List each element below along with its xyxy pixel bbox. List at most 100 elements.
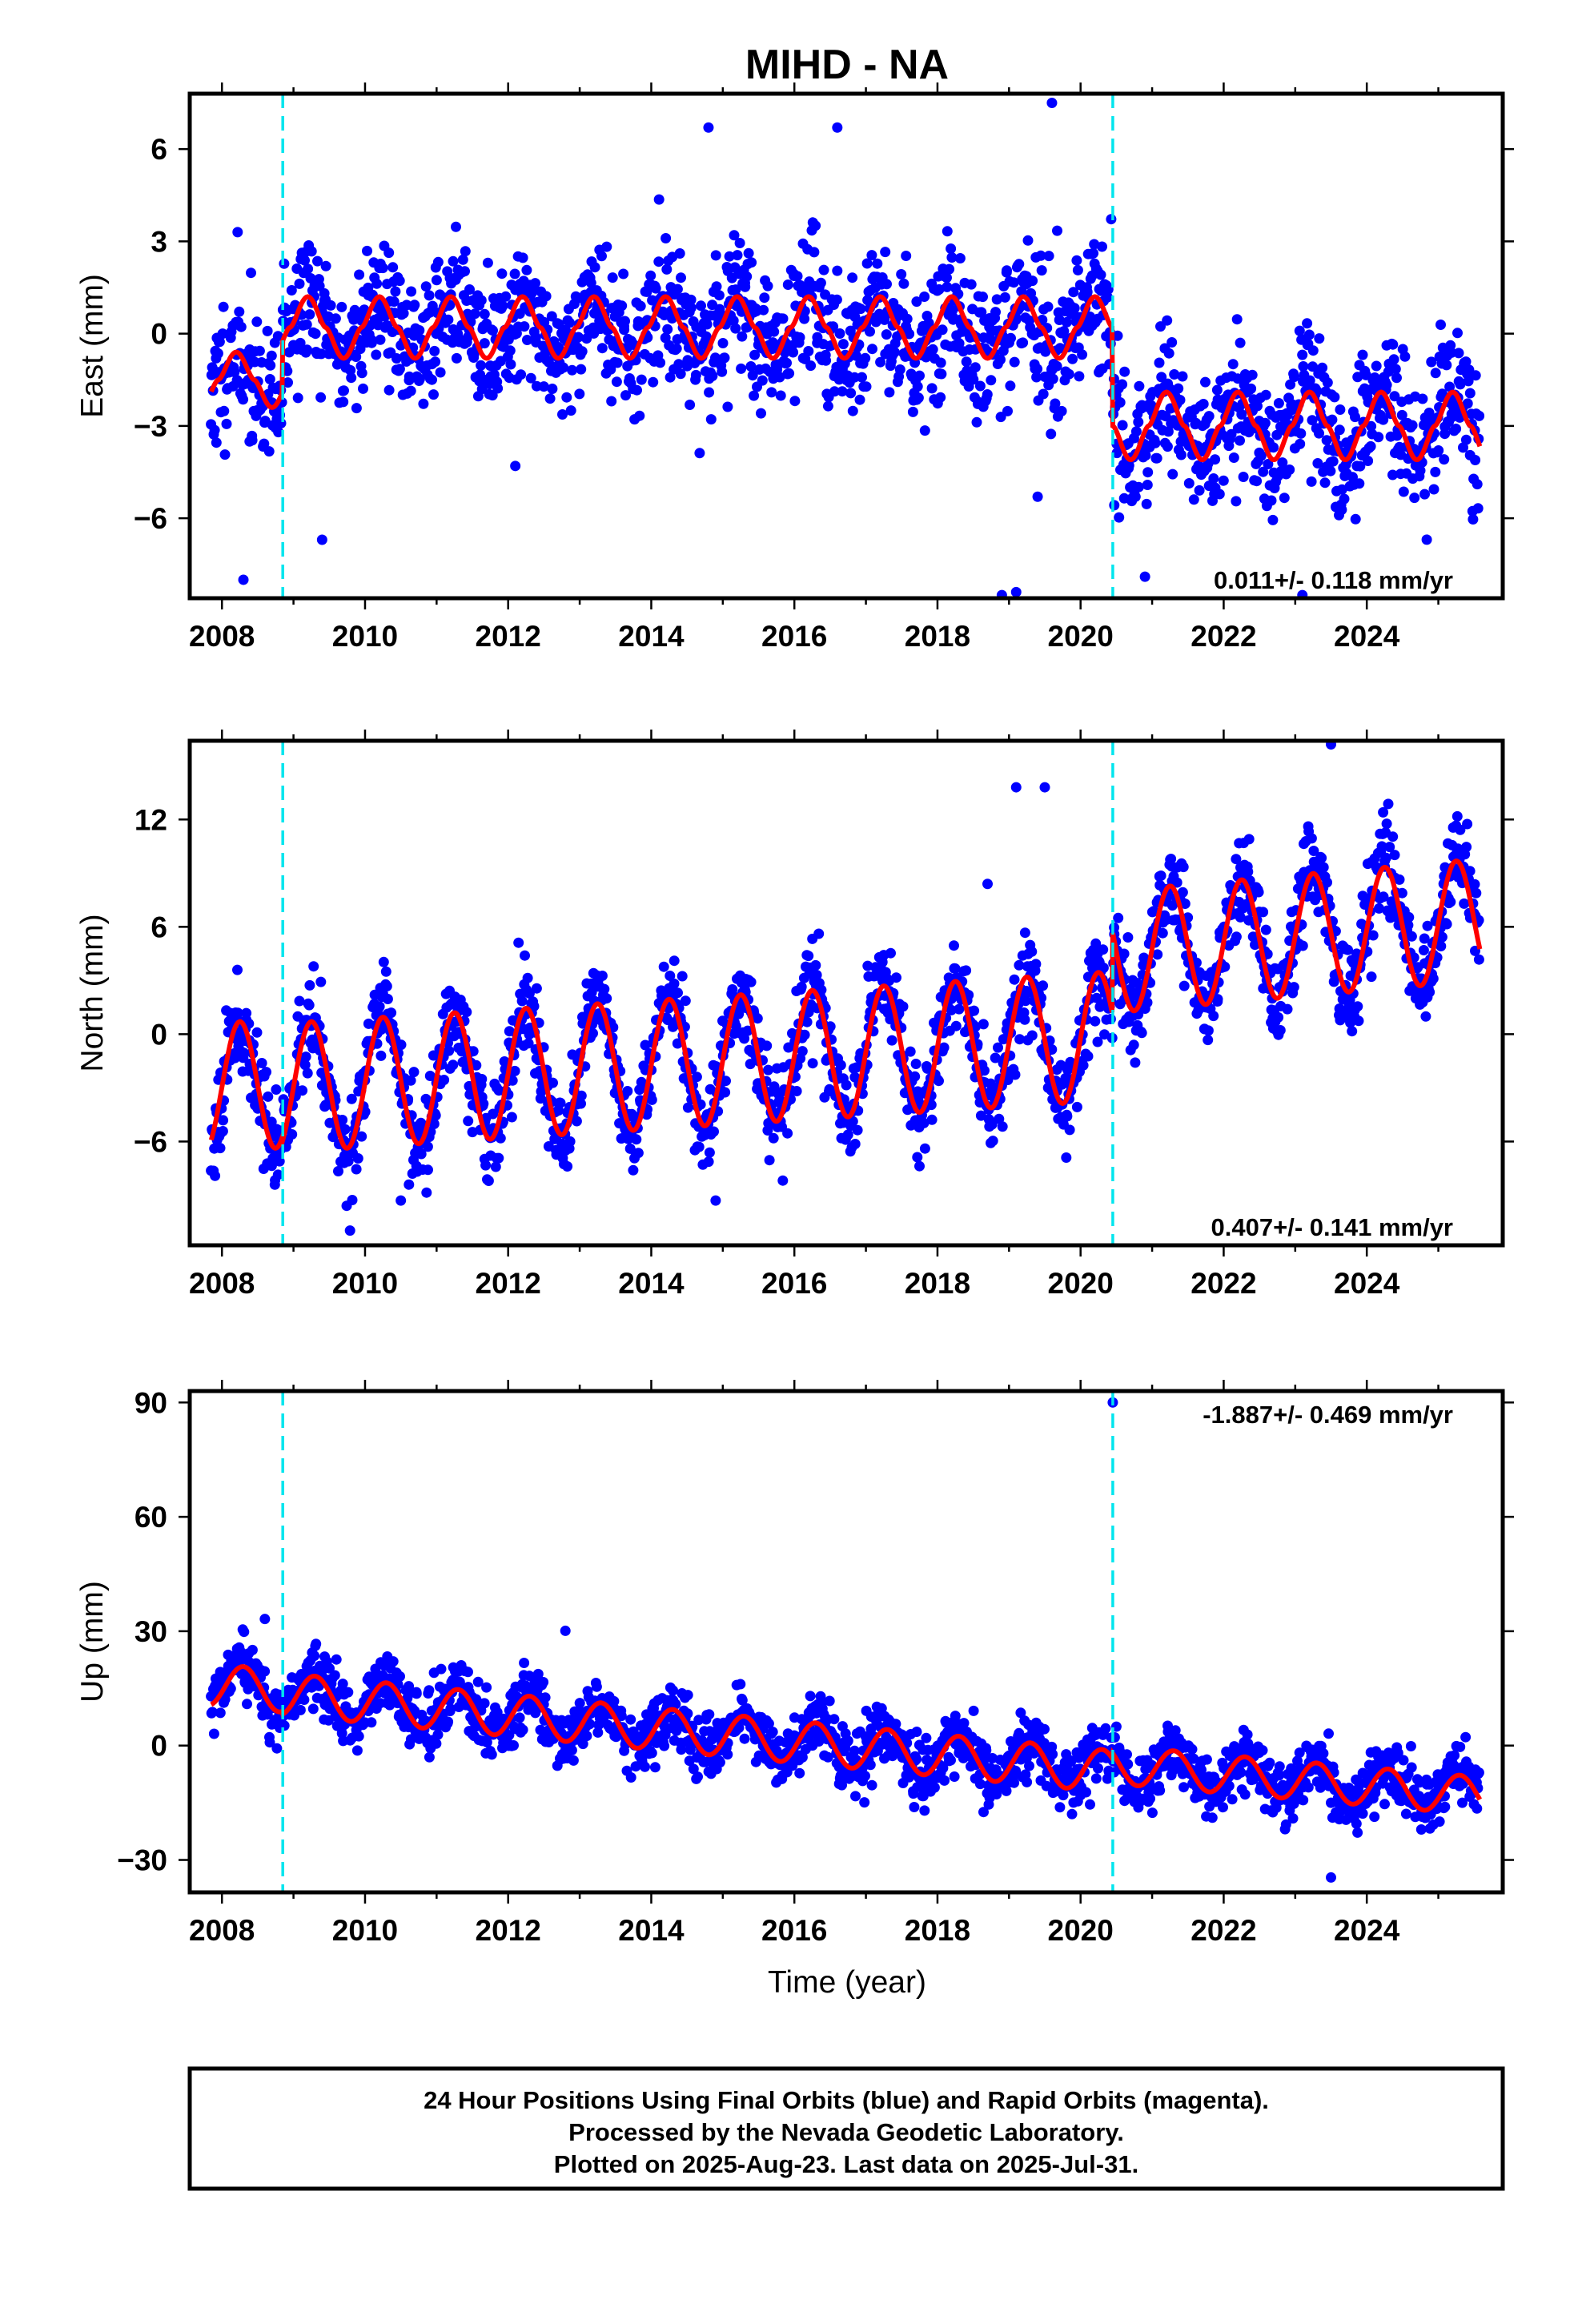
data-point bbox=[861, 381, 872, 392]
data-point bbox=[307, 1703, 319, 1715]
data-point bbox=[1123, 460, 1134, 471]
outlier-point bbox=[238, 574, 249, 585]
data-point bbox=[912, 381, 923, 392]
data-point bbox=[500, 291, 512, 302]
data-point bbox=[942, 226, 953, 237]
data-point bbox=[1072, 264, 1083, 275]
final-orbit-points bbox=[206, 98, 1485, 598]
data-point bbox=[294, 278, 305, 289]
data-point bbox=[934, 283, 945, 295]
data-point bbox=[247, 1644, 258, 1655]
data-point bbox=[351, 352, 362, 362]
data-point bbox=[669, 978, 680, 989]
data-point bbox=[1464, 388, 1476, 399]
data-point bbox=[354, 269, 365, 280]
data-point bbox=[1430, 368, 1441, 379]
data-point bbox=[601, 241, 612, 252]
outlier-point bbox=[1139, 571, 1150, 582]
outlier-point bbox=[1010, 782, 1022, 793]
data-point bbox=[1350, 412, 1360, 423]
data-point bbox=[460, 266, 470, 277]
data-point bbox=[970, 362, 981, 373]
data-point bbox=[229, 367, 240, 378]
data-point bbox=[619, 324, 630, 336]
data-point bbox=[479, 1698, 490, 1709]
data-point bbox=[829, 386, 840, 397]
data-point bbox=[1061, 316, 1072, 328]
data-point bbox=[847, 405, 858, 416]
data-point bbox=[1317, 362, 1328, 373]
data-point bbox=[1023, 987, 1034, 998]
data-point bbox=[1243, 866, 1254, 877]
y-axis-title: East (mm) bbox=[75, 274, 110, 418]
data-point bbox=[366, 337, 377, 348]
data-point bbox=[432, 1729, 444, 1740]
data-point bbox=[781, 357, 792, 368]
data-point bbox=[1174, 395, 1186, 405]
data-point bbox=[653, 256, 665, 267]
data-point bbox=[383, 247, 395, 259]
data-point bbox=[672, 283, 683, 295]
data-point bbox=[813, 928, 825, 939]
data-point bbox=[1303, 329, 1315, 340]
data-point bbox=[271, 1084, 282, 1095]
data-point bbox=[1113, 912, 1124, 923]
data-point bbox=[333, 1166, 343, 1176]
y-tick-label: 6 bbox=[151, 911, 167, 943]
y-tick-label: −6 bbox=[134, 1125, 167, 1158]
data-point bbox=[416, 1148, 427, 1160]
data-point bbox=[894, 364, 905, 375]
data-point bbox=[391, 353, 402, 364]
data-point bbox=[948, 312, 959, 324]
data-point bbox=[1203, 1025, 1214, 1036]
y-tick-label: 3 bbox=[151, 225, 167, 258]
data-point bbox=[1367, 930, 1379, 941]
data-point bbox=[946, 252, 958, 263]
data-point bbox=[1178, 980, 1190, 991]
data-point bbox=[1295, 428, 1307, 439]
data-point bbox=[665, 971, 676, 981]
data-point bbox=[726, 272, 737, 283]
data-point bbox=[1148, 906, 1159, 917]
data-point bbox=[524, 988, 535, 999]
data-point bbox=[881, 279, 892, 290]
data-point bbox=[1295, 438, 1306, 449]
data-point bbox=[1173, 383, 1184, 394]
data-point bbox=[429, 345, 440, 356]
data-point bbox=[1260, 389, 1271, 400]
data-point bbox=[1235, 911, 1246, 923]
data-point bbox=[1321, 435, 1332, 446]
data-point bbox=[671, 343, 682, 354]
data-point bbox=[1160, 411, 1171, 422]
data-point bbox=[463, 1667, 473, 1678]
data-point bbox=[232, 964, 243, 975]
data-point bbox=[632, 384, 642, 396]
data-point bbox=[443, 1716, 454, 1727]
data-point bbox=[308, 961, 319, 972]
data-point bbox=[646, 1094, 657, 1105]
data-point bbox=[251, 1027, 263, 1038]
data-point bbox=[1056, 405, 1067, 416]
data-point bbox=[1031, 372, 1042, 383]
data-point bbox=[1098, 963, 1109, 973]
data-point bbox=[1275, 1025, 1286, 1035]
data-point bbox=[1426, 356, 1437, 368]
data-point bbox=[680, 995, 691, 1007]
data-point bbox=[558, 362, 569, 373]
data-point bbox=[562, 1161, 573, 1172]
data-point bbox=[1376, 841, 1387, 852]
data-point bbox=[1259, 417, 1271, 428]
data-point bbox=[210, 1170, 221, 1181]
data-point bbox=[1441, 919, 1452, 930]
data-point bbox=[331, 1654, 342, 1665]
data-point bbox=[1038, 980, 1049, 991]
data-point bbox=[406, 286, 417, 297]
data-point bbox=[961, 356, 972, 368]
data-point bbox=[1462, 818, 1473, 830]
data-point bbox=[812, 332, 823, 343]
data-point bbox=[1099, 1029, 1110, 1040]
data-point bbox=[509, 1065, 520, 1076]
data-point bbox=[1459, 898, 1470, 909]
data-point bbox=[1366, 971, 1377, 983]
data-point bbox=[451, 352, 462, 364]
